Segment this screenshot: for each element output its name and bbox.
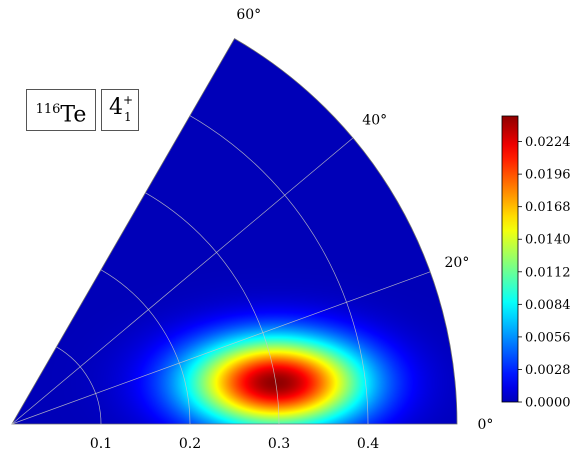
state-spin: 4 [109, 95, 123, 120]
colorbar-tick-label-6: 0.0168 [525, 200, 571, 215]
angular-tick-label-1: 20° [445, 255, 470, 271]
nucleus-symbol: Te [60, 102, 87, 128]
nucleus-mass: 116 [35, 102, 61, 117]
grid-arc-1 [100, 269, 191, 425]
radial-tick-label-1: 0.2 [179, 436, 201, 452]
state-index: 1 [124, 110, 132, 124]
angular-tick-label-0: 0° [478, 417, 494, 433]
colorbar-tick-label-3: 0.0084 [525, 298, 571, 313]
colorbar-tick-label-1: 0.0028 [525, 363, 571, 378]
radial-tick-label-0: 0.1 [90, 436, 112, 452]
angular-tick-label-3: 60° [236, 7, 261, 23]
state-label: 4 + 1 [101, 89, 139, 131]
colorbar-tick-label-8: 0.0224 [525, 135, 571, 150]
grid-arc-0 [56, 346, 102, 425]
grid-spoke-1 [11, 271, 431, 425]
colorbar [501, 115, 519, 403]
angular-tick-label-2: 40° [362, 113, 387, 129]
state-parity: + [123, 93, 134, 107]
colorbar-tick-label-5: 0.0140 [525, 233, 571, 248]
colorbar-tick-label-4: 0.0112 [525, 265, 571, 280]
wedge-border [11, 38, 458, 425]
colorbar-tick-label-2: 0.0056 [525, 330, 571, 345]
grid-arc-3 [189, 115, 369, 425]
nucleus-label: 116Te [26, 89, 96, 131]
radial-tick-label-3: 0.4 [357, 436, 379, 452]
grid-arc-2 [145, 192, 280, 425]
radial-tick-label-2: 0.3 [268, 436, 290, 452]
colorbar-tick-label-7: 0.0196 [525, 168, 571, 183]
colorbar-tick-label-0: 0.0000 [525, 396, 571, 411]
grid-spoke-2 [11, 137, 354, 425]
